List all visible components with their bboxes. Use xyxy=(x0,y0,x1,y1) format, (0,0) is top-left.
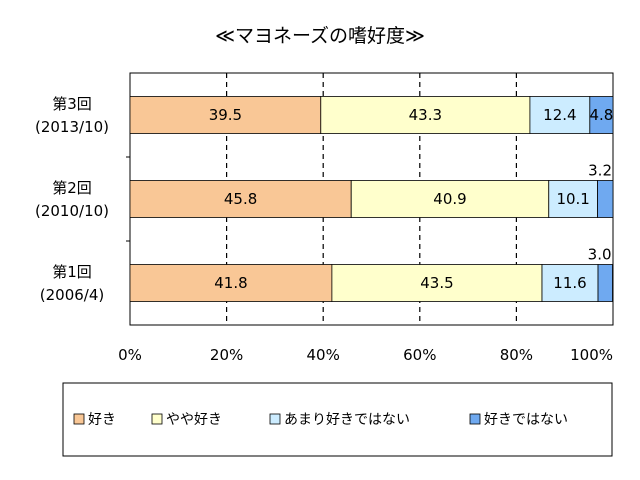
data-label: 12.4 xyxy=(543,106,576,124)
legend-swatch xyxy=(151,413,163,425)
x-axis-ticks: 0% 20% 40% 60% 80% 100% xyxy=(118,346,613,364)
data-label: 43.3 xyxy=(409,106,442,124)
x-tick-label: 20% xyxy=(210,346,243,364)
data-label: 4.8 xyxy=(589,106,613,124)
legend-label: 好き xyxy=(88,412,116,428)
legend-swatch xyxy=(469,413,481,425)
data-label: 43.5 xyxy=(420,274,453,292)
bar-segment xyxy=(529,96,591,134)
legend-label: やや好き xyxy=(166,412,222,428)
data-label: 40.9 xyxy=(433,190,466,208)
bars: 39.5 43.3 12.4 4.8 45.8 40.9 10.1 3.2 41.8 43.5 11… xyxy=(129,96,614,302)
legend-label: あまり好きではない xyxy=(284,412,410,428)
chart-title: ≪マヨネーズの嗜好度≫ xyxy=(215,25,425,47)
legend-swatch xyxy=(269,413,281,425)
x-tick-label: 60% xyxy=(403,346,436,364)
bar-segment xyxy=(541,264,599,302)
category-label: 第2回 xyxy=(52,179,92,197)
category-label: 第3回 xyxy=(52,95,92,113)
x-tick-label: 80% xyxy=(500,346,533,364)
data-label: 45.8 xyxy=(224,190,257,208)
x-tick-label: 40% xyxy=(307,346,340,364)
bar-segment xyxy=(597,180,614,218)
legend-swatch xyxy=(73,413,85,425)
bar-segment xyxy=(589,96,614,134)
category-labels: 第3回 (2013/10) 第2回 (2010/10) 第1回 (2006/4) xyxy=(35,95,109,304)
data-label: 11.6 xyxy=(553,274,586,292)
category-sublabel: (2006/4) xyxy=(40,286,104,304)
bar-segment xyxy=(129,180,352,218)
x-tick-label: 0% xyxy=(118,346,142,364)
category-sublabel: (2010/10) xyxy=(35,202,109,220)
x-tick-label: 100% xyxy=(570,346,613,364)
data-label: 3.0 xyxy=(588,246,612,264)
bar-segment xyxy=(129,264,333,302)
legend-label: 好きではない xyxy=(484,412,568,428)
legend-items: 好き やや好き あまり好きではない 好きではない xyxy=(73,412,568,428)
data-label: 3.2 xyxy=(588,162,612,180)
data-label: 39.5 xyxy=(209,106,242,124)
bar-segment xyxy=(350,180,550,218)
bar-segment xyxy=(597,264,613,302)
bar-segment xyxy=(320,96,531,134)
category-label: 第1回 xyxy=(52,263,92,281)
bar-segment xyxy=(548,180,598,218)
category-sublabel: (2013/10) xyxy=(35,118,109,136)
data-label: 10.1 xyxy=(556,190,589,208)
data-label: 41.8 xyxy=(214,274,247,292)
